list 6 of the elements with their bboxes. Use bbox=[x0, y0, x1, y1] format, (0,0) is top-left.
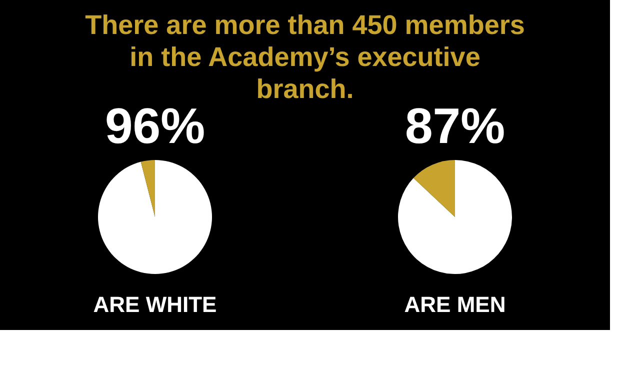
pie-slice bbox=[98, 160, 212, 274]
text: ARE MEN bbox=[404, 292, 506, 317]
pie-slice bbox=[413, 160, 455, 217]
pie-slice bbox=[398, 160, 512, 274]
text: ARE WHITE bbox=[93, 292, 217, 317]
pie-slice bbox=[140, 160, 155, 217]
